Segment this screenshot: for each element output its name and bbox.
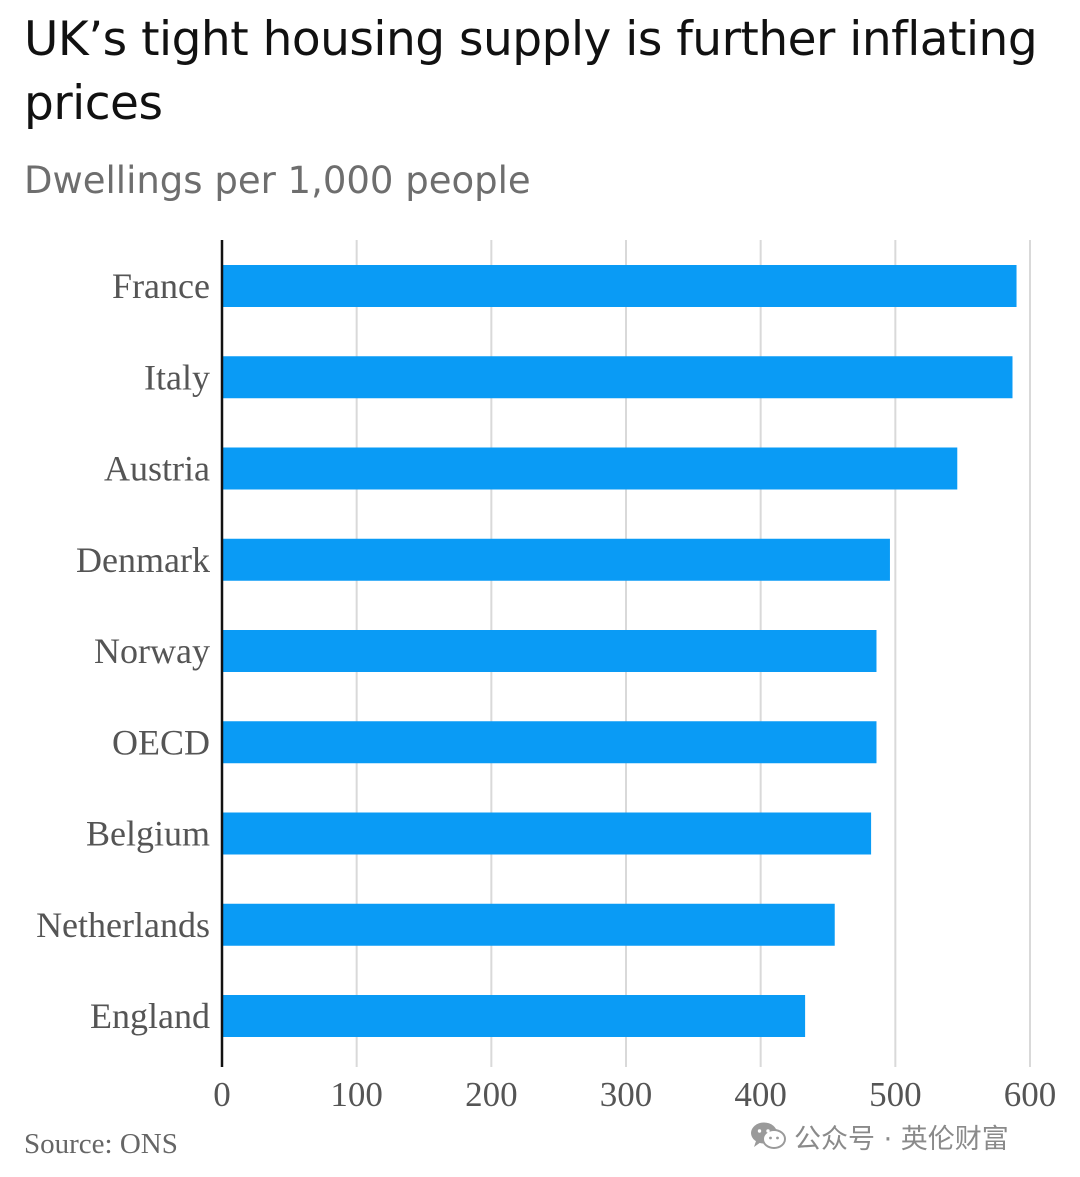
category-label: Austria	[104, 449, 210, 489]
category-label: Belgium	[86, 814, 210, 854]
category-label: England	[90, 996, 210, 1036]
category-labels: France Italy Austria Denmark Norway OECD Belgi…	[36, 266, 210, 1036]
x-tick-labels: 0 100 200 300 400 500 600	[213, 1075, 1056, 1114]
bar-belgium	[222, 812, 872, 855]
category-label: Netherlands	[36, 905, 210, 945]
category-label: OECD	[112, 722, 210, 762]
bar-oecd	[222, 721, 877, 764]
x-tick-label: 400	[734, 1075, 787, 1114]
x-tick-label: 200	[465, 1075, 518, 1114]
x-tick-label: 0	[213, 1075, 231, 1114]
watermark: 公众号 · 英伦财富	[750, 1116, 1009, 1156]
watermark-text: 公众号 · 英伦财富	[794, 1123, 1009, 1155]
source-note: Source: ONS	[24, 1128, 178, 1160]
bar-denmark	[222, 538, 890, 581]
category-label: Denmark	[76, 540, 210, 580]
category-label: Norway	[94, 631, 210, 671]
x-tick-label: 600	[1004, 1075, 1057, 1114]
category-label: Italy	[144, 357, 210, 397]
x-tick-label: 100	[330, 1075, 383, 1114]
wechat-icon	[750, 1121, 786, 1151]
bars	[222, 265, 1017, 1037]
bar-france	[222, 265, 1017, 307]
bar-italy	[222, 356, 1013, 399]
chart-subtitle: Dwellings per 1,000 people	[24, 159, 531, 202]
bar-england	[222, 995, 806, 1037]
bar-netherlands	[222, 903, 835, 946]
bar-austria	[222, 447, 958, 490]
x-tick-label: 500	[869, 1075, 922, 1114]
bar-norway	[222, 630, 877, 672]
chart-title: UK’s tight housing supply is further inf…	[24, 12, 1038, 131]
category-label: France	[112, 266, 210, 306]
x-tick-label: 300	[600, 1075, 653, 1114]
